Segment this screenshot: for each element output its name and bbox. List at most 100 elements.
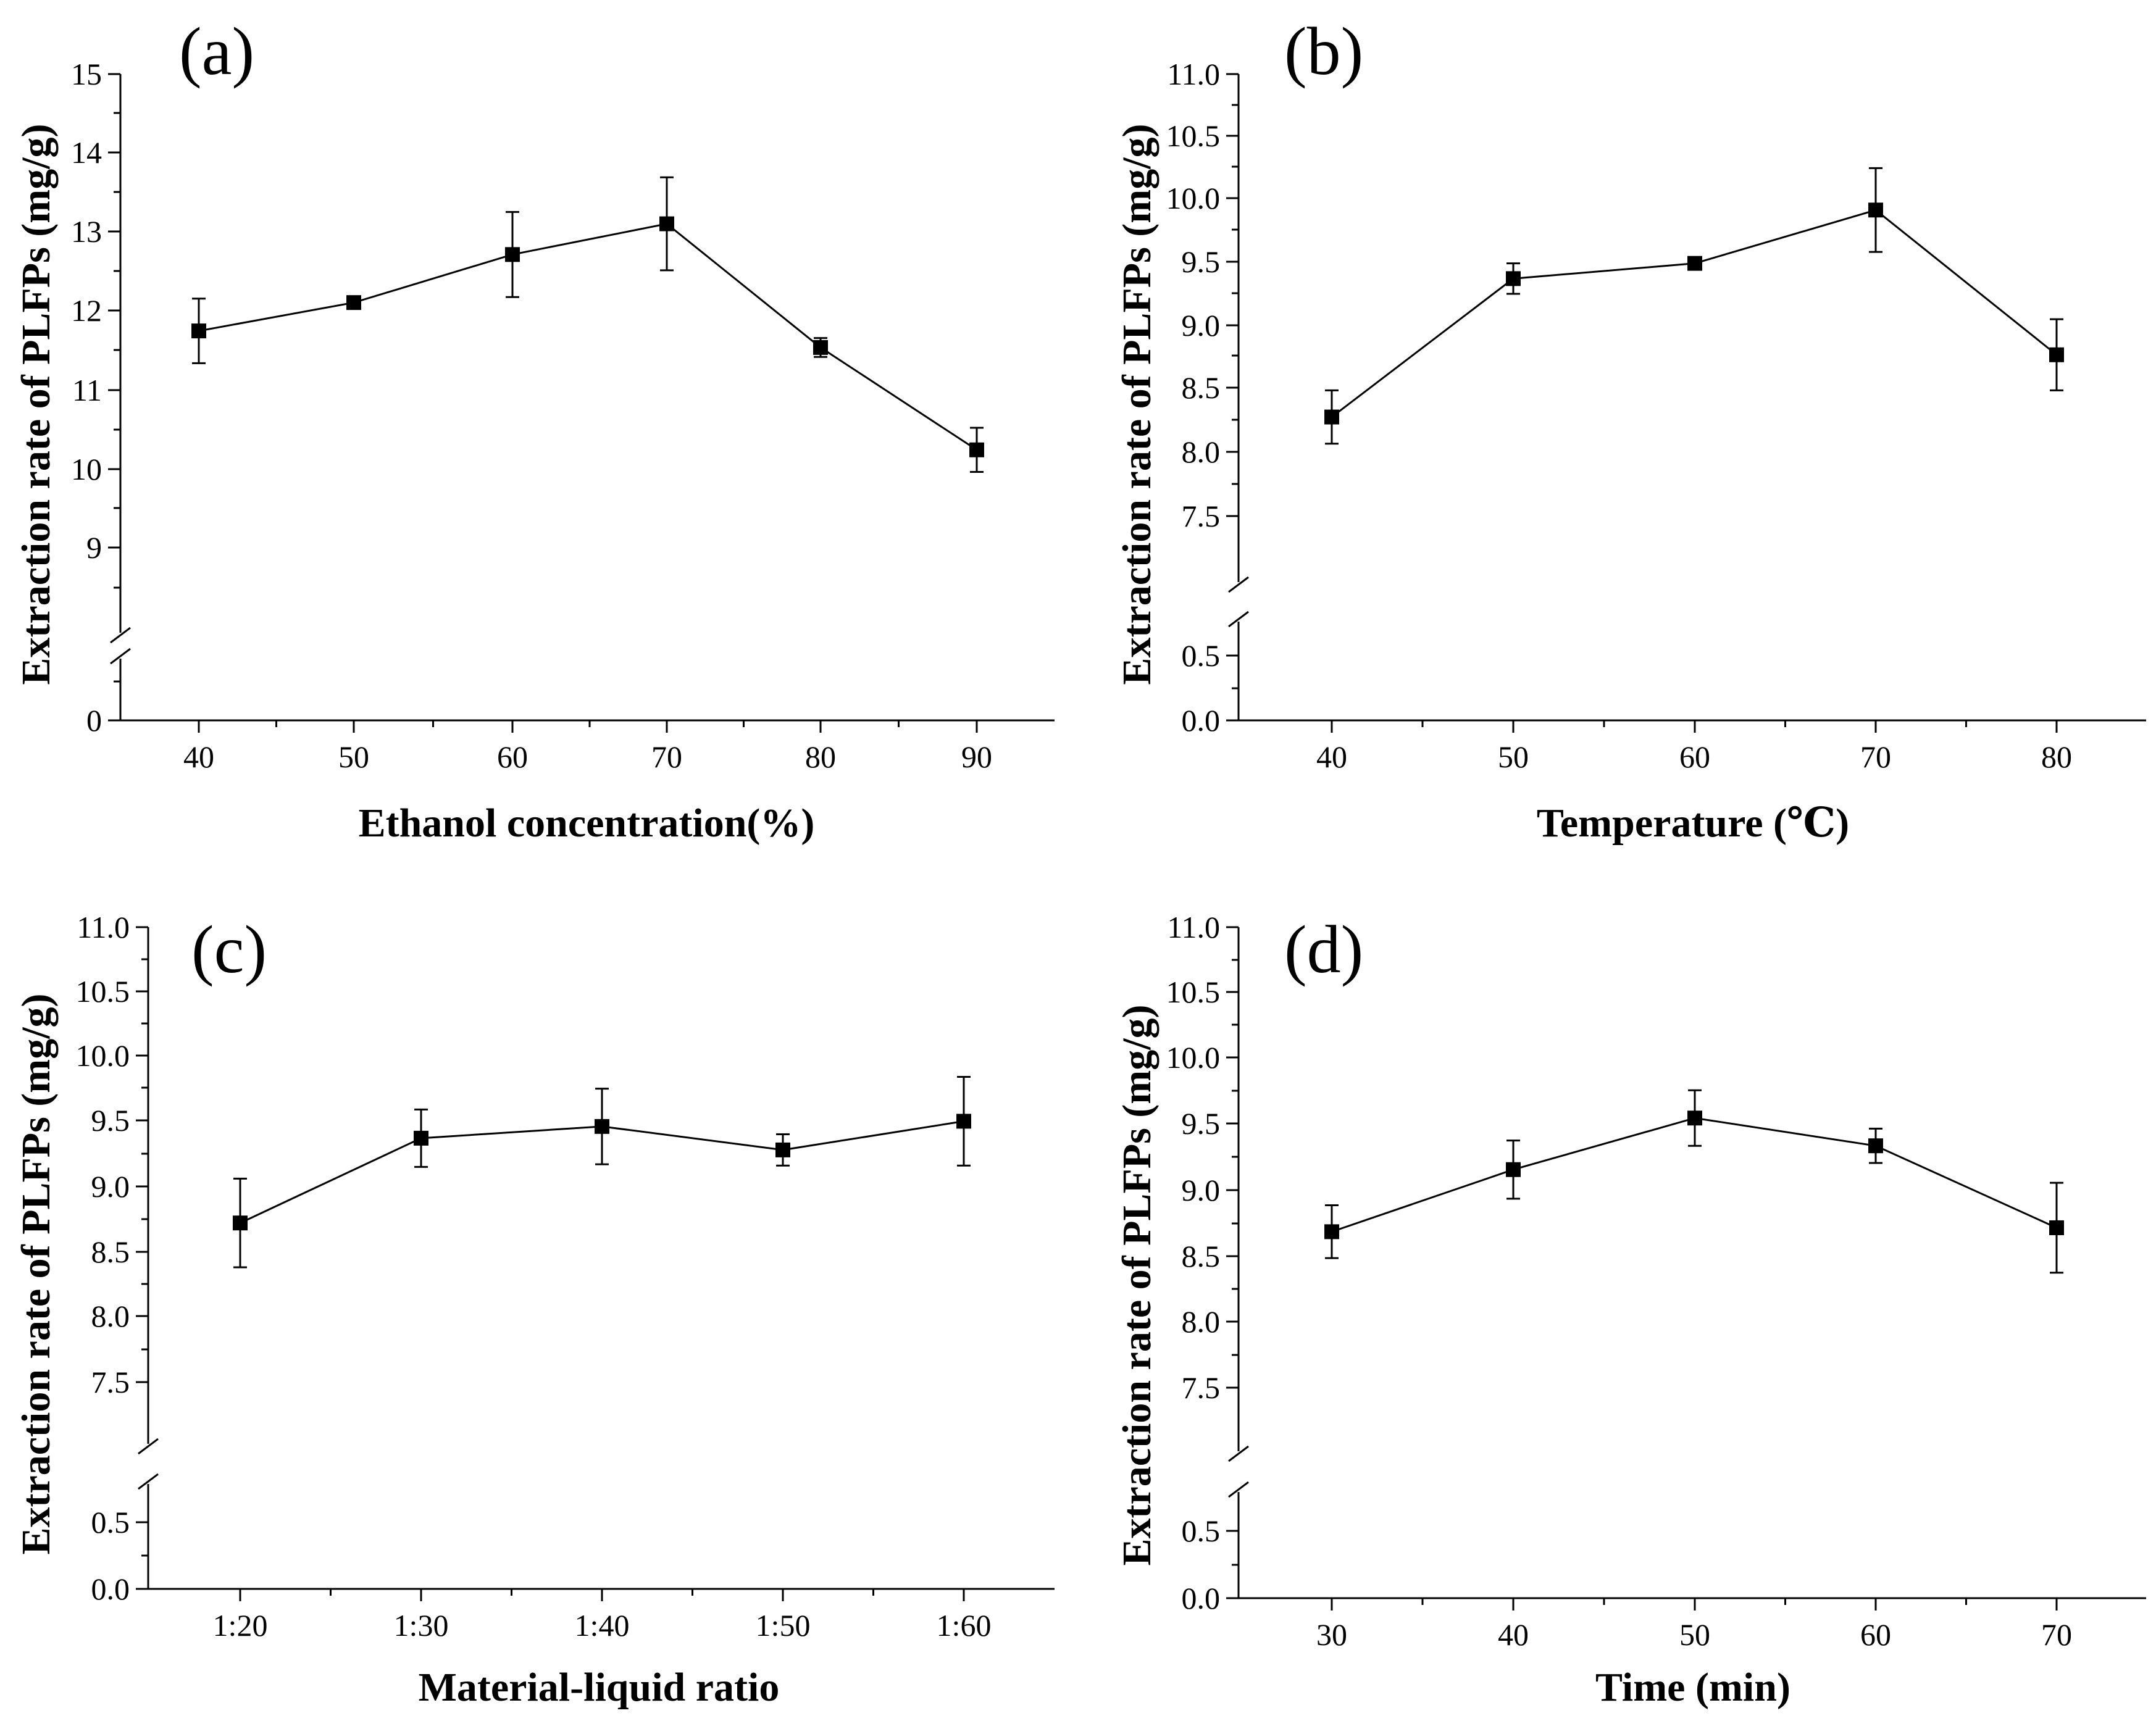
panel-b-y-tick-label: 9.0 bbox=[1182, 308, 1221, 343]
panel-a-series-line bbox=[198, 222, 977, 451]
panel-d-y-tick-label: 8.0 bbox=[1182, 1304, 1221, 1339]
panel-a-data-point bbox=[659, 216, 674, 231]
panel-a-x-tick-label: 50 bbox=[338, 740, 369, 774]
panel-b-data-point bbox=[1506, 271, 1521, 286]
panel-a-data-point bbox=[346, 295, 361, 310]
panel-a-label: (a) bbox=[179, 14, 254, 89]
panel-c-data-point bbox=[414, 1130, 428, 1146]
plot-layer: 0 9 10 11 12 13 14 15 40 50 60 70 80 90 0.0 0.5 7.5 8.0 8.… bbox=[71, 57, 2146, 1652]
panel-d-data-point bbox=[1506, 1162, 1521, 1177]
panel-a-x-axis-title: Ethanol concentration(%) bbox=[359, 801, 815, 846]
panel-d-y-tick-label: 11.0 bbox=[1167, 910, 1220, 944]
panel-d-x-tick-label: 50 bbox=[1679, 1617, 1710, 1652]
panel-a-data-point bbox=[505, 247, 520, 262]
panel-a-y-tick-label: 12 bbox=[71, 293, 102, 328]
panel-c-y-tick-label: 9.5 bbox=[91, 1103, 130, 1138]
panel-b-x-axis-title: Temperature (℃) bbox=[1537, 801, 1849, 846]
panel-d-y-tick-label: 0.0 bbox=[1182, 1581, 1221, 1615]
panel-a-y-tick-label: 9 bbox=[86, 530, 102, 565]
panel-c-axis-break-mark bbox=[138, 1473, 159, 1490]
panel-b-series-line bbox=[1331, 209, 2057, 418]
panel-d-x-tick-label: 60 bbox=[1860, 1617, 1891, 1652]
panel-d-axis-break-mark bbox=[1228, 1445, 1249, 1462]
panel-d-x-tick-label: 30 bbox=[1316, 1617, 1347, 1652]
panel-c-y-tick-label: 11.0 bbox=[77, 910, 130, 944]
panel-a-y-tick-label: 11 bbox=[72, 373, 102, 407]
panel-c-axis-break-mark bbox=[138, 1438, 159, 1455]
panel-b-data-point bbox=[1687, 256, 1702, 271]
panel-a-axis-break-mark bbox=[110, 627, 131, 644]
panel-c-label: (c) bbox=[191, 912, 267, 987]
panel-a-y-tick-label: 15 bbox=[71, 57, 102, 91]
panel-b-x-tick-label: 80 bbox=[2041, 740, 2072, 774]
panel-a-data-point bbox=[969, 442, 984, 457]
panel-c-x-tick-label: 1:50 bbox=[756, 1608, 811, 1643]
panel-b-axis-break-mark bbox=[1228, 610, 1249, 628]
panel-b-plot: 0.0 0.5 7.5 8.0 8.5 9.0 9.5 10.0 10.5 11.0 40 50 60 7… bbox=[1166, 57, 2146, 774]
panel-c-x-tick-label: 1:30 bbox=[394, 1608, 449, 1643]
panel-a-x-tick-label: 90 bbox=[961, 740, 992, 774]
panel-d-y-tick-label: 7.5 bbox=[1182, 1370, 1221, 1405]
panel-d-data-point bbox=[1687, 1111, 1702, 1126]
panel-a-data-point bbox=[813, 340, 828, 355]
panel-a-x-tick-label: 40 bbox=[183, 740, 214, 774]
panel-d-y-tick-label: 10.5 bbox=[1166, 975, 1221, 1009]
panel-a-y-tick-label: 10 bbox=[71, 452, 102, 486]
panel-a-x-tick-label: 60 bbox=[497, 740, 528, 774]
panel-b: (b) Temperature (℃) Extraction rate of P… bbox=[1114, 14, 1849, 846]
panel-b-y-tick-label: 8.0 bbox=[1182, 435, 1221, 469]
panel-a-plot: 0 9 10 11 12 13 14 15 40 50 60 70 80 90 bbox=[71, 57, 1055, 774]
panel-a-x-tick-label: 70 bbox=[651, 740, 682, 774]
panel-c-data-point bbox=[233, 1215, 248, 1231]
panel-b-x-tick-label: 40 bbox=[1316, 740, 1347, 774]
panel-d-data-point bbox=[1324, 1224, 1339, 1240]
panel-b-data-point bbox=[1868, 202, 1883, 218]
panel-b-x-tick-label: 50 bbox=[1498, 740, 1529, 774]
panel-d-x-tick-label: 70 bbox=[2041, 1617, 2072, 1652]
panel-d-data-point bbox=[1868, 1138, 1883, 1154]
panel-b-y-tick-label: 10.0 bbox=[1166, 181, 1221, 215]
panel-b-y-tick-label: 7.5 bbox=[1182, 499, 1221, 533]
panel-b-y-axis-title: Extraction rate of PLFPs (mg/g) bbox=[1114, 123, 1159, 685]
panel-c-data-point bbox=[595, 1119, 609, 1134]
panel-b-y-tick-label: 0.5 bbox=[1182, 638, 1221, 673]
panel-c-y-tick-label: 9.0 bbox=[91, 1169, 130, 1204]
panel-c-plot: 0.0 0.5 7.5 8.0 8.5 9.0 9.5 10.0 10.5 11.0 1:20 1:3… bbox=[76, 910, 1055, 1643]
panel-c-y-tick-label: 8.0 bbox=[91, 1299, 130, 1333]
panel-a-y-tick-label: 14 bbox=[71, 135, 102, 170]
panel-c-x-tick-label: 1:20 bbox=[213, 1608, 268, 1643]
panel-b-y-tick-label: 11.0 bbox=[1167, 57, 1220, 91]
panel-a: (a) Ethanol concentration(%) Extraction … bbox=[14, 14, 814, 846]
panel-d: (d) Time (min) Extraction rate of PLFPs … bbox=[1114, 912, 1790, 1710]
panel-a-y-axis-title: Extraction rate of PLFPs (mg/g) bbox=[14, 123, 59, 685]
panel-b-x-tick-label: 70 bbox=[1860, 740, 1891, 774]
panel-d-y-tick-label: 8.5 bbox=[1182, 1239, 1221, 1273]
panel-b-y-tick-label: 10.5 bbox=[1166, 119, 1221, 153]
panel-b-axis-break-mark bbox=[1228, 576, 1249, 593]
panel-d-x-tick-label: 40 bbox=[1498, 1617, 1529, 1652]
panel-c-y-tick-label: 7.5 bbox=[91, 1365, 130, 1399]
panel-c-y-tick-label: 10.0 bbox=[76, 1038, 130, 1073]
panel-b-label: (b) bbox=[1284, 14, 1363, 89]
panel-c-data-point bbox=[775, 1142, 790, 1157]
panel-d-plot: 0.0 0.5 7.5 8.0 8.5 9.0 9.5 10.0 10.5 11.0 30 40 50 6… bbox=[1166, 910, 2146, 1652]
panel-c-x-tick-label: 1:60 bbox=[937, 1608, 992, 1643]
panel-a-x-tick-label: 80 bbox=[805, 740, 836, 774]
panel-c-y-tick-label: 0.5 bbox=[91, 1505, 130, 1540]
panel-d-y-tick-label: 9.0 bbox=[1182, 1173, 1221, 1207]
panel-d-x-axis-title: Time (min) bbox=[1595, 1665, 1790, 1710]
panel-d-axis-break-mark bbox=[1228, 1481, 1249, 1498]
panel-c-y-axis-title: Extraction rate of PLFPs (mg/g) bbox=[14, 993, 59, 1554]
panel-b-y-tick-label: 0.0 bbox=[1182, 703, 1221, 738]
panel-c-data-point bbox=[956, 1114, 971, 1129]
panel-d-label: (d) bbox=[1284, 912, 1363, 987]
panel-d-y-tick-label: 9.5 bbox=[1182, 1106, 1221, 1141]
panel-c-y-tick-label: 8.5 bbox=[91, 1235, 130, 1269]
panel-c-y-tick-label: 0.0 bbox=[91, 1572, 130, 1606]
panel-b-y-tick-label: 9.5 bbox=[1182, 244, 1221, 279]
panel-a-y-tick-label: 0 bbox=[86, 703, 102, 738]
panel-b-data-point bbox=[2049, 347, 2064, 362]
panel-c-x-axis-title: Material-liquid ratio bbox=[419, 1665, 780, 1710]
panel-c-x-tick-label: 1:40 bbox=[575, 1608, 630, 1643]
